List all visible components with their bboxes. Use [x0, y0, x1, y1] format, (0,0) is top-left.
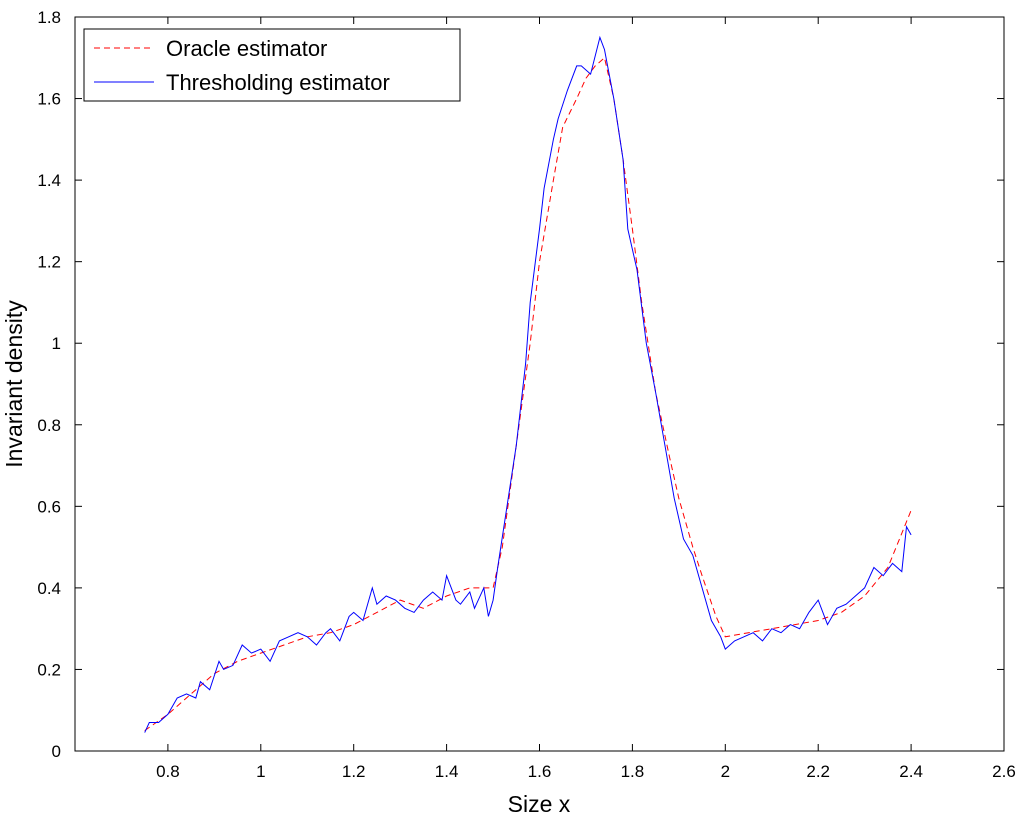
- ticks-layer: [75, 16, 1005, 752]
- x-tick-label: 1.8: [621, 762, 645, 781]
- y-tick-label: 0.6: [37, 497, 61, 516]
- legend: Oracle estimator Thresholding estimator: [83, 28, 461, 102]
- x-tick-label: 1: [256, 762, 265, 781]
- y-axis-title: Invariant density: [1, 300, 27, 468]
- tick-labels-layer: 0.8 1 1.2 1.4 1.6 1.8 2 2.2 2.4 2.6 0 0.2 0.4 0.6 0.8 1…: [37, 8, 1015, 781]
- y-tick-label: 1.2: [37, 253, 61, 272]
- legend-label-oracle: Oracle estimator: [166, 36, 327, 61]
- y-tick-label: 0.4: [37, 579, 61, 598]
- x-axis-title: Size x: [508, 791, 571, 817]
- legend-box: [83, 28, 461, 102]
- y-tick-label: 0.2: [37, 660, 61, 679]
- y-tick-label: 1: [52, 334, 61, 353]
- y-tick-label: 1.6: [37, 90, 61, 109]
- y-tick-label: 1.8: [37, 8, 61, 27]
- y-tick-label: 0.8: [37, 416, 61, 435]
- x-tick-label: 0.8: [156, 762, 180, 781]
- legend-label-thresholding: Thresholding estimator: [166, 70, 390, 95]
- x-tick-label: 2.6: [992, 762, 1016, 781]
- x-tick-label: 1.4: [435, 762, 459, 781]
- x-tick-label: 2: [721, 762, 730, 781]
- x-tick-label: 2.4: [899, 762, 923, 781]
- x-tick-label: 1.2: [342, 762, 366, 781]
- x-tick-label: 1.6: [528, 762, 552, 781]
- y-tick-label: 1.4: [37, 171, 61, 190]
- series-layer: [144, 35, 912, 733]
- x-tick-label: 2.2: [806, 762, 830, 781]
- y-tick-label: 0: [52, 742, 61, 761]
- series-line-thresholding: [144, 35, 912, 733]
